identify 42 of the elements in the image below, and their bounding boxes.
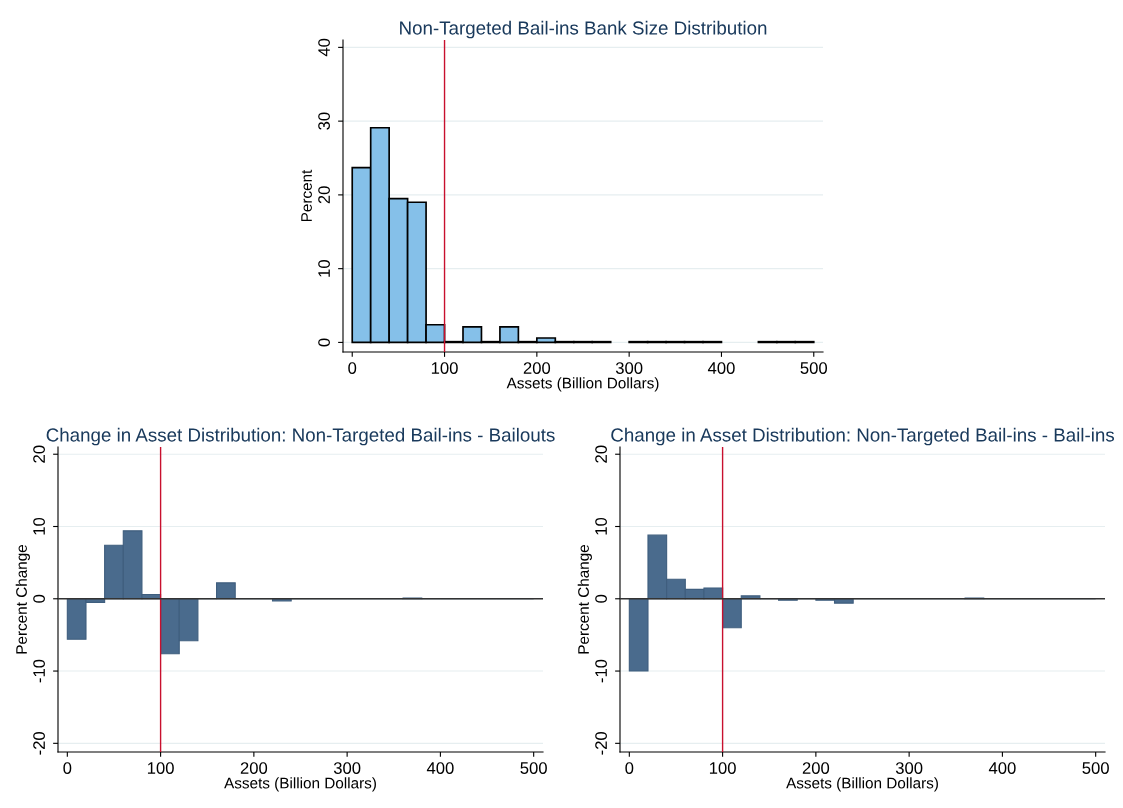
y-tick-label: 10 — [318, 260, 330, 277]
y-tick-label: 10 — [33, 517, 45, 535]
x-tick-label: 400 — [426, 762, 454, 774]
y-tick-label: 40 — [318, 38, 330, 57]
y-tick-label: 0 — [33, 594, 45, 603]
x-tick-label: 100 — [709, 762, 736, 774]
x-tick-label: 500 — [800, 362, 828, 374]
y-tick-label: -10 — [33, 659, 45, 683]
x-tick-label: 200 — [802, 762, 830, 774]
y-tick-label: 30 — [318, 112, 330, 130]
x-tick-label: 500 — [1082, 762, 1109, 774]
x-tick-label: 100 — [431, 362, 458, 374]
x-axis-title: Assets (Billion Dollars) — [786, 777, 938, 792]
x-tick-label: 0 — [625, 762, 634, 774]
x-tick-label: 200 — [523, 362, 551, 374]
y-tick-label: 0 — [318, 338, 330, 347]
chart-title: Change in Asset Distribution: Non-Targeted Bail-ins - Bail-ins — [611, 427, 1115, 446]
y-tick-label: -20 — [595, 731, 607, 755]
x-tick-label: 200 — [240, 762, 268, 774]
x-axis-title: Assets (Billion Dollars) — [224, 777, 376, 792]
y-tick-label: 10 — [595, 517, 607, 535]
y-axis-title: Percent Change — [15, 544, 30, 654]
y-axis-title: Percent — [301, 169, 312, 222]
chart-title: Change in Asset Distribution: Non-Targeted Bail-ins - Bailouts — [46, 427, 555, 446]
x-axis-title: Assets (Billion Dollars) — [506, 377, 659, 392]
x-tick-label: 0 — [63, 762, 72, 774]
x-tick-label: 300 — [333, 762, 361, 774]
x-tick-label: 0 — [348, 362, 357, 374]
y-tick-label: -10 — [595, 659, 607, 683]
y-tick-label: -20 — [33, 731, 45, 755]
x-tick-label: 300 — [615, 362, 643, 374]
x-tick-label: 500 — [520, 762, 547, 774]
x-tick-label: 400 — [988, 762, 1016, 774]
x-tick-label: 400 — [707, 362, 735, 374]
x-tick-label: 300 — [895, 762, 923, 774]
x-tick-label: 100 — [147, 762, 174, 774]
y-tick-label: 20 — [33, 445, 45, 463]
y-tick-label: 20 — [595, 445, 607, 463]
chart-title: Non-Targeted Bail-ins Bank Size Distribution — [400, 20, 767, 39]
y-tick-label: 0 — [595, 594, 607, 603]
y-axis-title: Percent Change — [577, 544, 592, 654]
y-tick-label: 20 — [318, 186, 330, 204]
